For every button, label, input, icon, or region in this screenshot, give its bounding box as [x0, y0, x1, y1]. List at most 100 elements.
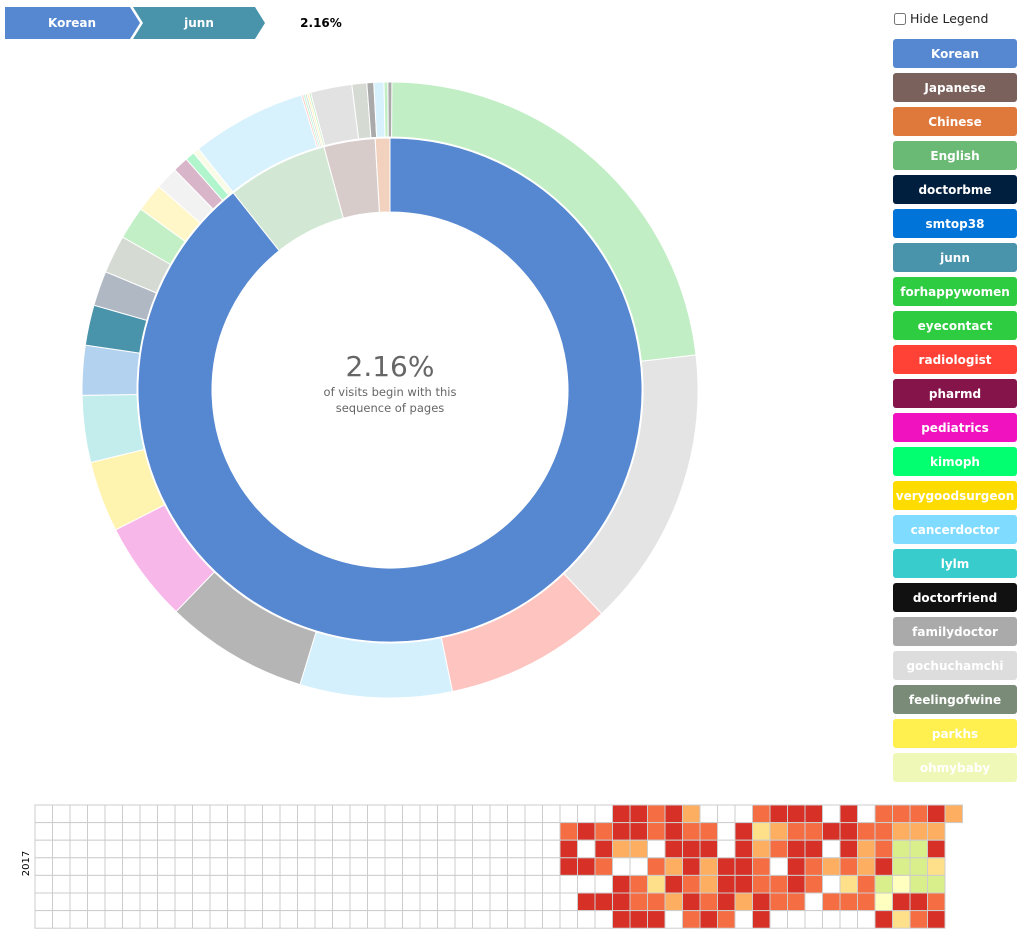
calendar-day-cell[interactable] — [384, 910, 403, 929]
calendar-day-cell[interactable] — [629, 857, 648, 876]
calendar-day-cell[interactable] — [752, 874, 771, 894]
calendar-day-cell[interactable] — [332, 839, 351, 859]
calendar-day-cell[interactable] — [577, 892, 596, 912]
calendar-day-cell[interactable] — [367, 839, 386, 859]
calendar-day-cell[interactable] — [804, 892, 823, 912]
calendar-day-cell[interactable] — [87, 804, 106, 824]
calendar-day-cell[interactable] — [857, 857, 876, 876]
calendar-day-cell[interactable] — [69, 839, 88, 859]
calendar-day-cell[interactable] — [384, 857, 403, 876]
calendar-day-cell[interactable] — [384, 822, 403, 841]
calendar-day-cell[interactable] — [647, 910, 666, 929]
calendar-day-cell[interactable] — [139, 822, 158, 841]
calendar-day-cell[interactable] — [822, 804, 841, 824]
calendar-day-cell[interactable] — [244, 804, 263, 824]
calendar-day-cell[interactable] — [839, 839, 858, 859]
calendar-day-cell[interactable] — [209, 857, 228, 876]
calendar-day-cell[interactable] — [209, 892, 228, 912]
calendar-day-cell[interactable] — [104, 839, 123, 859]
calendar-day-cell[interactable] — [157, 910, 176, 929]
calendar-day-cell[interactable] — [909, 857, 928, 876]
calendar-day-cell[interactable] — [34, 804, 53, 824]
calendar-day-cell[interactable] — [367, 804, 386, 824]
calendar-day-cell[interactable] — [437, 874, 456, 894]
calendar-day-cell[interactable] — [384, 892, 403, 912]
calendar-day-cell[interactable] — [822, 910, 841, 929]
calendar-day-cell[interactable] — [192, 874, 211, 894]
calendar-day-cell[interactable] — [664, 874, 683, 894]
calendar-day-cell[interactable] — [227, 910, 246, 929]
calendar-day-cell[interactable] — [52, 857, 71, 876]
calendar-day-cell[interactable] — [262, 892, 281, 912]
calendar-day-cell[interactable] — [314, 857, 333, 876]
calendar-day-cell[interactable] — [559, 857, 578, 876]
calendar-day-cell[interactable] — [734, 910, 753, 929]
calendar-day-cell[interactable] — [752, 839, 771, 859]
calendar-day-cell[interactable] — [34, 839, 53, 859]
calendar-day-cell[interactable] — [139, 874, 158, 894]
calendar-day-cell[interactable] — [87, 839, 106, 859]
calendar-day-cell[interactable] — [769, 910, 788, 929]
calendar-day-cell[interactable] — [787, 839, 806, 859]
calendar-day-cell[interactable] — [682, 910, 701, 929]
calendar-day-cell[interactable] — [227, 804, 246, 824]
calendar-day-cell[interactable] — [839, 822, 858, 841]
calendar-day-cell[interactable] — [909, 874, 928, 894]
calendar-day-cell[interactable] — [542, 822, 561, 841]
calendar-day-cell[interactable] — [629, 804, 648, 824]
calendar-day-cell[interactable] — [647, 892, 666, 912]
calendar-day-cell[interactable] — [787, 892, 806, 912]
calendar-day-cell[interactable] — [927, 892, 946, 912]
calendar-day-cell[interactable] — [769, 874, 788, 894]
calendar-day-cell[interactable] — [227, 822, 246, 841]
calendar-day-cell[interactable] — [454, 874, 473, 894]
calendar-day-cell[interactable] — [909, 804, 928, 824]
calendar-day-cell[interactable] — [157, 874, 176, 894]
calendar-day-cell[interactable] — [559, 874, 578, 894]
calendar-day-cell[interactable] — [279, 857, 298, 876]
calendar-day-cell[interactable] — [717, 910, 736, 929]
calendar-day-cell[interactable] — [647, 804, 666, 824]
calendar-day-cell[interactable] — [664, 839, 683, 859]
calendar-day-cell[interactable] — [699, 910, 718, 929]
calendar-day-cell[interactable] — [437, 857, 456, 876]
calendar-day-cell[interactable] — [349, 839, 368, 859]
calendar-day-cell[interactable] — [192, 804, 211, 824]
calendar-day-cell[interactable] — [927, 857, 946, 876]
calendar-day-cell[interactable] — [52, 804, 71, 824]
calendar-day-cell[interactable] — [734, 822, 753, 841]
calendar-day-cell[interactable] — [874, 839, 893, 859]
calendar-day-cell[interactable] — [192, 839, 211, 859]
sunburst-arc-depth2-7[interactable] — [81, 393, 145, 464]
calendar-day-cell[interactable] — [752, 910, 771, 929]
calendar-day-cell[interactable] — [69, 892, 88, 912]
calendar-day-cell[interactable] — [314, 892, 333, 912]
calendar-day-cell[interactable] — [524, 822, 543, 841]
calendar-day-cell[interactable] — [804, 839, 823, 859]
calendar-day-cell[interactable] — [839, 874, 858, 894]
calendar-day-cell[interactable] — [437, 892, 456, 912]
calendar-day-cell[interactable] — [787, 874, 806, 894]
calendar-day-cell[interactable] — [297, 857, 316, 876]
calendar-day-cell[interactable] — [612, 910, 631, 929]
calendar-day-cell[interactable] — [629, 874, 648, 894]
calendar-day-cell[interactable] — [909, 839, 928, 859]
calendar-day-cell[interactable] — [227, 857, 246, 876]
calendar-day-cell[interactable] — [244, 857, 263, 876]
calendar-day-cell[interactable] — [927, 839, 946, 859]
calendar-day-cell[interactable] — [279, 822, 298, 841]
calendar-day-cell[interactable] — [122, 822, 141, 841]
calendar-day-cell[interactable] — [752, 804, 771, 824]
calendar-day-cell[interactable] — [664, 910, 683, 929]
calendar-day-cell[interactable] — [699, 892, 718, 912]
calendar-day-cell[interactable] — [594, 874, 613, 894]
calendar-day-cell[interactable] — [122, 910, 141, 929]
calendar-day-cell[interactable] — [909, 892, 928, 912]
calendar-day-cell[interactable] — [349, 892, 368, 912]
calendar-day-cell[interactable] — [314, 874, 333, 894]
calendar-day-cell[interactable] — [297, 874, 316, 894]
calendar-day-cell[interactable] — [122, 892, 141, 912]
calendar-day-cell[interactable] — [507, 804, 526, 824]
calendar-day-cell[interactable] — [192, 910, 211, 929]
calendar-day-cell[interactable] — [174, 874, 193, 894]
